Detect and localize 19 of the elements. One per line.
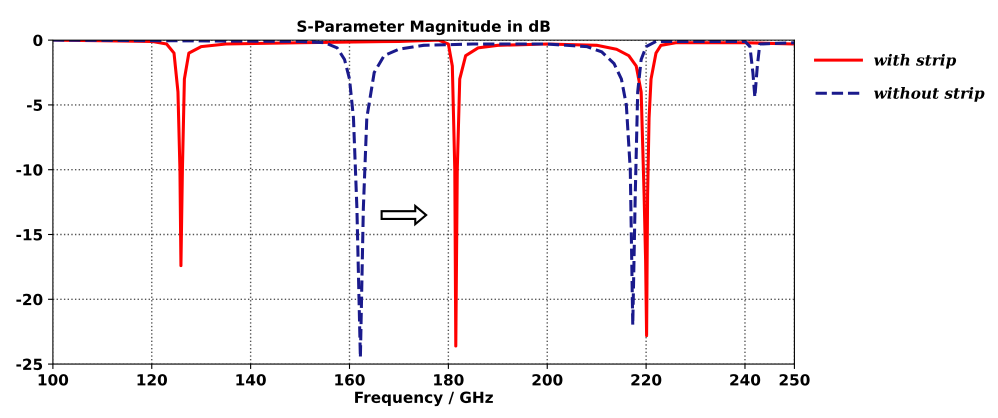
x-tick-label: 140	[236, 374, 266, 386]
x-axis-title: Frequency / GHz	[355, 392, 493, 406]
y-tick-label: -25	[16, 358, 42, 370]
y-tick-label: -5	[27, 100, 42, 111]
y-tick-label: -15	[16, 229, 42, 241]
y-tick-label: 0	[33, 34, 42, 46]
x-tick-label: 120	[138, 374, 167, 386]
x-tick-label: 180	[434, 374, 464, 386]
x-tick-label: 250	[780, 374, 810, 386]
legend-label: with strip	[874, 54, 956, 69]
y-tick-label: -20	[16, 294, 42, 306]
x-tick-label: 160	[335, 374, 365, 386]
x-tick-label: 220	[631, 374, 662, 386]
legend-label: without strip	[874, 86, 984, 102]
x-tick-label: 200	[532, 374, 562, 386]
y-tick-label: -10	[16, 164, 42, 176]
x-tick-label: 100	[38, 374, 68, 386]
chart-title: S-Parameter Magnitude in dB	[298, 20, 550, 36]
x-tick-label: 240	[730, 374, 760, 386]
